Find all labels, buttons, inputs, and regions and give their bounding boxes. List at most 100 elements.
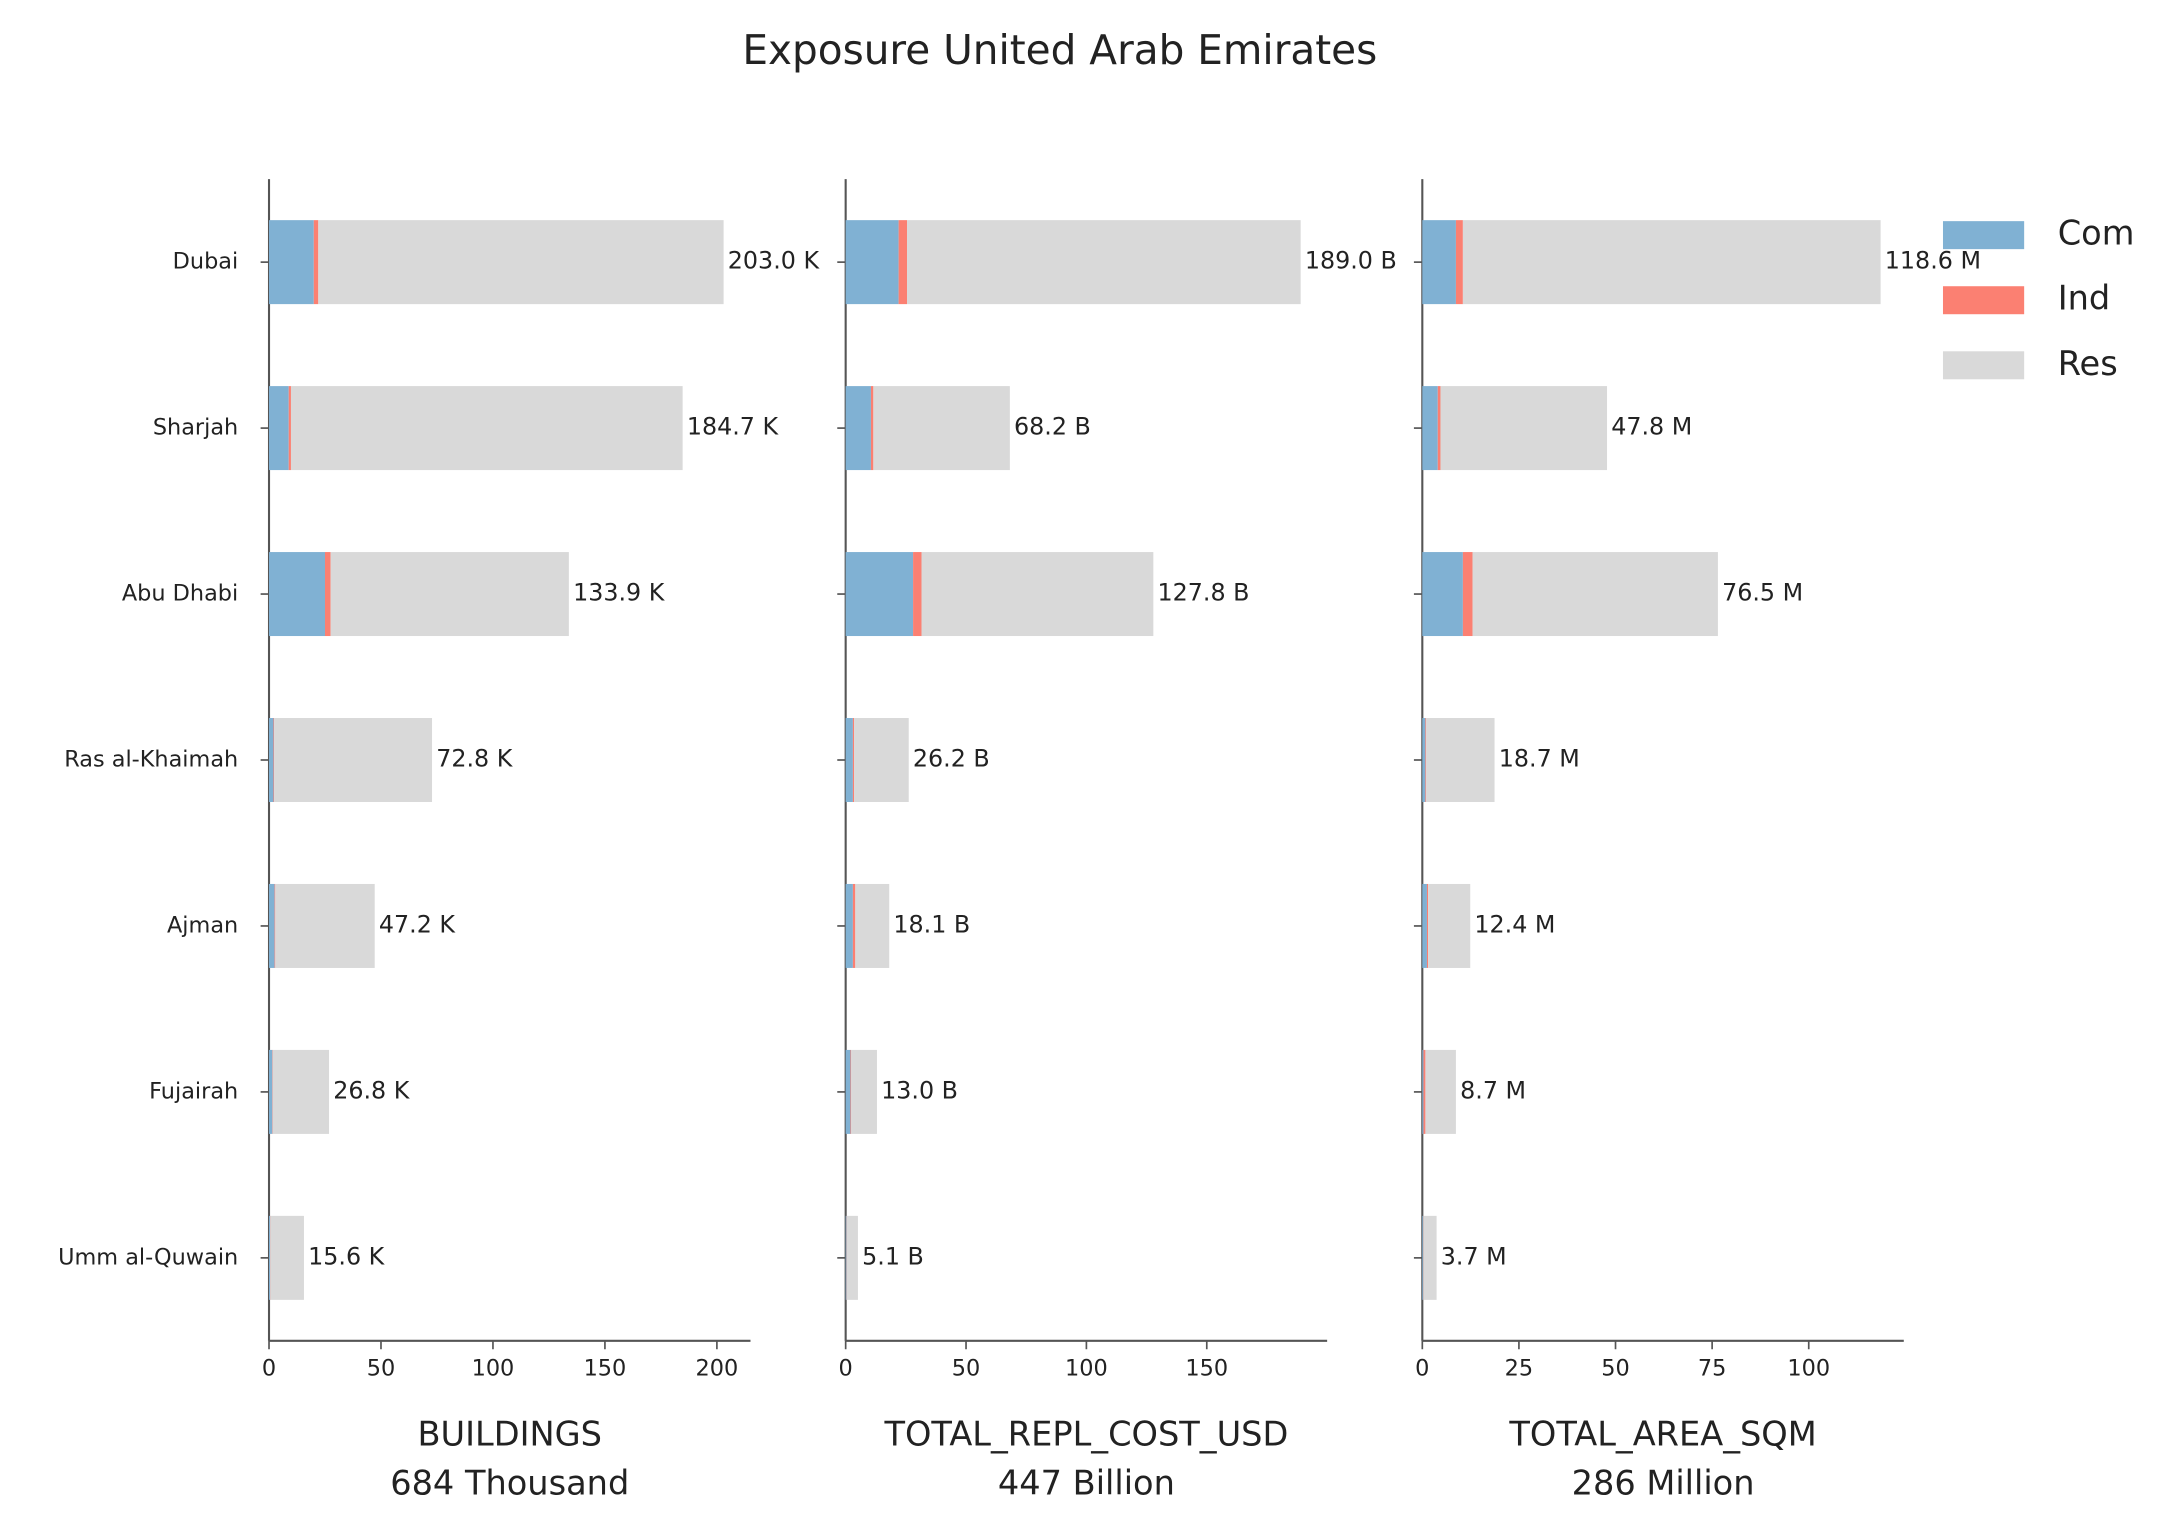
y-tick-label: Sharjah <box>153 415 238 441</box>
bar-segment <box>1425 1049 1456 1134</box>
bar-segment <box>269 552 325 637</box>
bar-segment <box>1455 220 1463 305</box>
bar-segment <box>1462 220 1881 305</box>
legend-swatch <box>1942 221 2025 250</box>
bar-segment <box>269 220 314 305</box>
bar-segment <box>288 386 291 471</box>
x-axis-sublabel: 286 Million <box>1572 1464 1755 1503</box>
bar-segment <box>1426 718 1495 802</box>
x-tick-label: 150 <box>584 1355 627 1381</box>
y-tick-label: Fujairah <box>149 1078 238 1104</box>
value-label: 203.0 K <box>728 247 821 275</box>
y-tick-label: Ras al-Khaimah <box>64 747 238 773</box>
bar-segment <box>1472 552 1718 637</box>
value-label: 26.8 K <box>333 1076 411 1104</box>
x-tick-label: 0 <box>1415 1355 1429 1381</box>
bar-segment <box>274 883 276 968</box>
value-label: 3.7 M <box>1441 1242 1507 1270</box>
value-label: 184.7 K <box>687 413 780 441</box>
value-label: 5.1 B <box>862 1242 924 1270</box>
bar-segment <box>269 883 275 968</box>
bar-segment <box>845 552 914 637</box>
chart-title: Exposure United Arab Emirates <box>742 26 1377 74</box>
value-label: 189.0 B <box>1305 247 1397 275</box>
value-label: 47.8 M <box>1611 413 1692 441</box>
bar-segment <box>873 386 1010 471</box>
y-tick-label: Ajman <box>167 912 238 938</box>
bar-segment <box>913 552 922 637</box>
bar-segment <box>318 220 724 305</box>
bar-segment <box>270 1215 304 1300</box>
legend-swatch <box>1942 286 2025 315</box>
bar-segment <box>921 552 1154 637</box>
bar-segment <box>330 552 569 637</box>
bar-segment <box>855 883 890 968</box>
legend-swatch <box>1942 351 2025 380</box>
bar-segment <box>1423 1049 1426 1134</box>
value-label: 47.2 K <box>379 910 457 938</box>
x-tick-label: 100 <box>1787 1355 1830 1381</box>
x-tick-label: 50 <box>367 1355 395 1381</box>
bar-segment <box>1426 883 1429 968</box>
x-tick-label: 100 <box>1065 1355 1108 1381</box>
value-label: 127.8 B <box>1158 579 1250 607</box>
bar-segment <box>845 883 853 968</box>
bar-segment <box>852 718 855 802</box>
bar-segment <box>1422 552 1463 637</box>
bar-segment <box>850 1049 852 1134</box>
bar-segment <box>870 386 874 471</box>
value-label: 76.5 M <box>1722 579 1803 607</box>
bar-segment <box>898 220 908 305</box>
bar-segment <box>852 883 856 968</box>
bar-segment <box>269 718 274 802</box>
x-tick-label: 200 <box>696 1355 739 1381</box>
x-tick-label: 75 <box>1698 1355 1726 1381</box>
value-label: 8.7 M <box>1460 1076 1526 1104</box>
x-tick-label: 100 <box>472 1355 515 1381</box>
bar-segment <box>1422 220 1456 305</box>
legend-label: Ind <box>2058 279 2110 318</box>
bar-segment <box>269 386 289 471</box>
x-tick-label: 50 <box>952 1355 980 1381</box>
bar-segment <box>272 1049 330 1134</box>
x-axis-sublabel: 447 Billion <box>998 1464 1175 1503</box>
bar-segment <box>269 1049 273 1134</box>
bar-segment <box>1422 718 1426 802</box>
bar-segment <box>1437 386 1441 471</box>
x-axis-label: TOTAL_REPL_COST_USD <box>883 1415 1288 1454</box>
bar-segment <box>269 1215 271 1300</box>
x-tick-label: 0 <box>839 1355 853 1381</box>
value-label: 68.2 B <box>1014 413 1091 441</box>
bar-segment <box>1422 1049 1424 1134</box>
bar-segment <box>1422 883 1427 968</box>
bar-segment <box>325 552 331 637</box>
x-axis-label: BUILDINGS <box>418 1415 602 1454</box>
value-label: 72.8 K <box>436 745 514 773</box>
bar-segment <box>907 220 1301 305</box>
bar-segment <box>273 718 275 802</box>
x-axis-label: TOTAL_AREA_SQM <box>1508 1415 1816 1454</box>
bar-segment <box>845 718 853 802</box>
bar-segment <box>845 1049 851 1134</box>
bar-segment <box>1425 718 1427 802</box>
y-tick-label: Abu Dhabi <box>122 581 238 607</box>
value-label: 15.6 K <box>308 1242 386 1270</box>
y-tick-label: Dubai <box>173 249 239 275</box>
bar-segment <box>845 220 899 305</box>
x-tick-label: 50 <box>1601 1355 1629 1381</box>
value-label: 13.0 B <box>881 1076 958 1104</box>
bar-segment <box>1440 386 1608 471</box>
value-label: 118.6 M <box>1885 247 1981 275</box>
bar-segment <box>275 883 375 968</box>
x-tick-label: 0 <box>262 1355 276 1381</box>
value-label: 18.7 M <box>1499 745 1580 773</box>
bar-segment <box>274 718 433 802</box>
bar-segment <box>1422 1215 1424 1300</box>
value-label: 18.1 B <box>893 910 970 938</box>
value-label: 12.4 M <box>1474 910 1555 938</box>
bar-segment <box>854 718 909 802</box>
bar-segment <box>1428 883 1471 968</box>
bar-segment <box>1422 386 1438 471</box>
bar-segment <box>313 220 319 305</box>
